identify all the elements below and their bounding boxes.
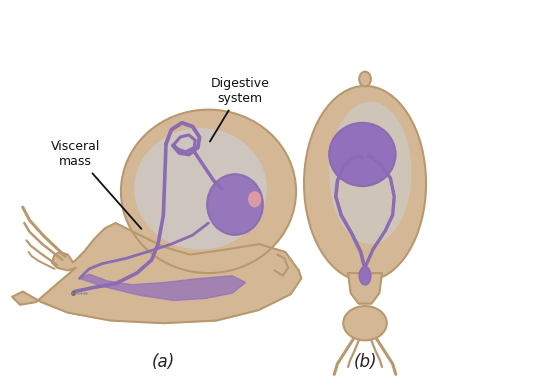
Ellipse shape (359, 267, 371, 285)
Ellipse shape (359, 72, 371, 87)
Ellipse shape (249, 192, 260, 207)
Text: (b): (b) (353, 353, 377, 371)
Text: (a): (a) (152, 353, 175, 371)
Ellipse shape (304, 86, 426, 281)
Polygon shape (12, 223, 301, 323)
Text: Digestive
system: Digestive system (210, 77, 270, 142)
Text: Visceral
mass: Visceral mass (51, 140, 141, 229)
Polygon shape (348, 273, 382, 304)
Polygon shape (275, 255, 288, 276)
Ellipse shape (329, 102, 411, 244)
Ellipse shape (134, 128, 267, 249)
Ellipse shape (207, 174, 263, 235)
Ellipse shape (329, 123, 396, 186)
Ellipse shape (343, 306, 387, 340)
Polygon shape (80, 274, 246, 301)
Ellipse shape (121, 110, 296, 273)
